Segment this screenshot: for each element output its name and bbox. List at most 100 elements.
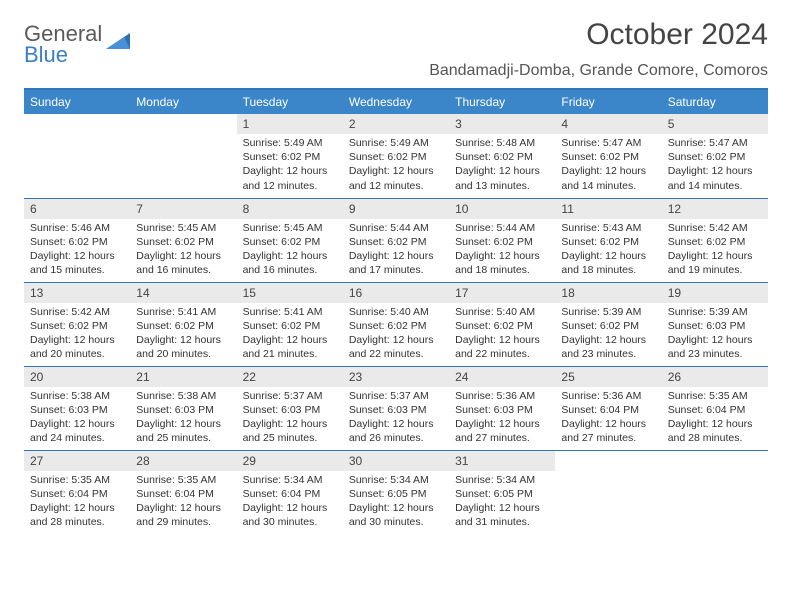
calendar-cell: 5Sunrise: 5:47 AMSunset: 6:02 PMDaylight… xyxy=(662,114,768,198)
day-number: 10 xyxy=(449,199,555,219)
calendar-cell: .. xyxy=(24,114,130,198)
day-data: Sunrise: 5:35 AMSunset: 6:04 PMDaylight:… xyxy=(130,471,236,534)
day-data: Sunrise: 5:38 AMSunset: 6:03 PMDaylight:… xyxy=(24,387,130,450)
brand-text: General Blue xyxy=(24,24,102,66)
calendar-cell: .. xyxy=(555,450,661,534)
day-number: 17 xyxy=(449,283,555,303)
calendar-cell: 26Sunrise: 5:35 AMSunset: 6:04 PMDayligh… xyxy=(662,366,768,450)
calendar-cell: 29Sunrise: 5:34 AMSunset: 6:04 PMDayligh… xyxy=(237,450,343,534)
calendar-cell: 31Sunrise: 5:34 AMSunset: 6:05 PMDayligh… xyxy=(449,450,555,534)
day-data: Sunrise: 5:35 AMSunset: 6:04 PMDaylight:… xyxy=(662,387,768,450)
calendar-cell: .. xyxy=(662,450,768,534)
calendar-cell: 22Sunrise: 5:37 AMSunset: 6:03 PMDayligh… xyxy=(237,366,343,450)
calendar-row: ....1Sunrise: 5:49 AMSunset: 6:02 PMDayl… xyxy=(24,114,768,198)
day-number: 3 xyxy=(449,114,555,134)
day-number: 12 xyxy=(662,199,768,219)
calendar-cell: 30Sunrise: 5:34 AMSunset: 6:05 PMDayligh… xyxy=(343,450,449,534)
calendar-table: SundayMondayTuesdayWednesdayThursdayFrid… xyxy=(24,88,768,534)
calendar-cell: 17Sunrise: 5:40 AMSunset: 6:02 PMDayligh… xyxy=(449,282,555,366)
day-data: Sunrise: 5:47 AMSunset: 6:02 PMDaylight:… xyxy=(555,134,661,197)
day-data: Sunrise: 5:47 AMSunset: 6:02 PMDaylight:… xyxy=(662,134,768,197)
day-number: 5 xyxy=(662,114,768,134)
weekday-header: Sunday xyxy=(24,89,130,114)
day-number: 30 xyxy=(343,451,449,471)
day-data: Sunrise: 5:41 AMSunset: 6:02 PMDaylight:… xyxy=(130,303,236,366)
day-data: Sunrise: 5:34 AMSunset: 6:04 PMDaylight:… xyxy=(237,471,343,534)
day-data: Sunrise: 5:37 AMSunset: 6:03 PMDaylight:… xyxy=(343,387,449,450)
day-data: Sunrise: 5:39 AMSunset: 6:02 PMDaylight:… xyxy=(555,303,661,366)
calendar-cell: 7Sunrise: 5:45 AMSunset: 6:02 PMDaylight… xyxy=(130,198,236,282)
day-number: 13 xyxy=(24,283,130,303)
day-data: Sunrise: 5:40 AMSunset: 6:02 PMDaylight:… xyxy=(449,303,555,366)
calendar-cell: 12Sunrise: 5:42 AMSunset: 6:02 PMDayligh… xyxy=(662,198,768,282)
calendar-row: 27Sunrise: 5:35 AMSunset: 6:04 PMDayligh… xyxy=(24,450,768,534)
day-number: 27 xyxy=(24,451,130,471)
calendar-cell: 6Sunrise: 5:46 AMSunset: 6:02 PMDaylight… xyxy=(24,198,130,282)
day-number: 25 xyxy=(555,367,661,387)
calendar-cell: 10Sunrise: 5:44 AMSunset: 6:02 PMDayligh… xyxy=(449,198,555,282)
day-number: 20 xyxy=(24,367,130,387)
calendar-cell: .. xyxy=(130,114,236,198)
weekday-header: Tuesday xyxy=(237,89,343,114)
calendar-row: 20Sunrise: 5:38 AMSunset: 6:03 PMDayligh… xyxy=(24,366,768,450)
calendar-cell: 24Sunrise: 5:36 AMSunset: 6:03 PMDayligh… xyxy=(449,366,555,450)
calendar-cell: 23Sunrise: 5:37 AMSunset: 6:03 PMDayligh… xyxy=(343,366,449,450)
calendar-cell: 13Sunrise: 5:42 AMSunset: 6:02 PMDayligh… xyxy=(24,282,130,366)
day-data: Sunrise: 5:41 AMSunset: 6:02 PMDaylight:… xyxy=(237,303,343,366)
weekday-header: Friday xyxy=(555,89,661,114)
calendar-cell: 20Sunrise: 5:38 AMSunset: 6:03 PMDayligh… xyxy=(24,366,130,450)
day-data: Sunrise: 5:34 AMSunset: 6:05 PMDaylight:… xyxy=(449,471,555,534)
weekday-header: Wednesday xyxy=(343,89,449,114)
calendar-cell: 21Sunrise: 5:38 AMSunset: 6:03 PMDayligh… xyxy=(130,366,236,450)
day-number: 2 xyxy=(343,114,449,134)
day-number: 28 xyxy=(130,451,236,471)
day-data: Sunrise: 5:48 AMSunset: 6:02 PMDaylight:… xyxy=(449,134,555,197)
day-number: 11 xyxy=(555,199,661,219)
day-number: 9 xyxy=(343,199,449,219)
day-data: Sunrise: 5:40 AMSunset: 6:02 PMDaylight:… xyxy=(343,303,449,366)
day-number: 14 xyxy=(130,283,236,303)
calendar-cell: 11Sunrise: 5:43 AMSunset: 6:02 PMDayligh… xyxy=(555,198,661,282)
day-data: Sunrise: 5:49 AMSunset: 6:02 PMDaylight:… xyxy=(237,134,343,197)
day-number: 29 xyxy=(237,451,343,471)
calendar-cell: 15Sunrise: 5:41 AMSunset: 6:02 PMDayligh… xyxy=(237,282,343,366)
calendar-cell: 16Sunrise: 5:40 AMSunset: 6:02 PMDayligh… xyxy=(343,282,449,366)
calendar-row: 13Sunrise: 5:42 AMSunset: 6:02 PMDayligh… xyxy=(24,282,768,366)
day-number: 23 xyxy=(343,367,449,387)
day-number: 21 xyxy=(130,367,236,387)
day-data: Sunrise: 5:42 AMSunset: 6:02 PMDaylight:… xyxy=(662,219,768,282)
day-data: Sunrise: 5:35 AMSunset: 6:04 PMDaylight:… xyxy=(24,471,130,534)
day-number: 22 xyxy=(237,367,343,387)
page-header: General Blue October 2024 Bandamadji-Dom… xyxy=(24,18,768,80)
day-number: 31 xyxy=(449,451,555,471)
weekday-header: Saturday xyxy=(662,89,768,114)
brand-word2: Blue xyxy=(24,42,68,67)
day-number: 18 xyxy=(555,283,661,303)
calendar-cell: 8Sunrise: 5:45 AMSunset: 6:02 PMDaylight… xyxy=(237,198,343,282)
calendar-cell: 27Sunrise: 5:35 AMSunset: 6:04 PMDayligh… xyxy=(24,450,130,534)
calendar-cell: 18Sunrise: 5:39 AMSunset: 6:02 PMDayligh… xyxy=(555,282,661,366)
day-data: Sunrise: 5:43 AMSunset: 6:02 PMDaylight:… xyxy=(555,219,661,282)
title-block: October 2024 Bandamadji-Domba, Grande Co… xyxy=(429,18,768,80)
day-data: Sunrise: 5:44 AMSunset: 6:02 PMDaylight:… xyxy=(449,219,555,282)
day-data: Sunrise: 5:39 AMSunset: 6:03 PMDaylight:… xyxy=(662,303,768,366)
day-data: Sunrise: 5:45 AMSunset: 6:02 PMDaylight:… xyxy=(130,219,236,282)
day-number: 19 xyxy=(662,283,768,303)
day-data: Sunrise: 5:42 AMSunset: 6:02 PMDaylight:… xyxy=(24,303,130,366)
brand-logo: General Blue xyxy=(24,24,134,66)
calendar-cell: 25Sunrise: 5:36 AMSunset: 6:04 PMDayligh… xyxy=(555,366,661,450)
calendar-row: 6Sunrise: 5:46 AMSunset: 6:02 PMDaylight… xyxy=(24,198,768,282)
calendar-head: SundayMondayTuesdayWednesdayThursdayFrid… xyxy=(24,89,768,114)
day-data: Sunrise: 5:46 AMSunset: 6:02 PMDaylight:… xyxy=(24,219,130,282)
day-data: Sunrise: 5:36 AMSunset: 6:04 PMDaylight:… xyxy=(555,387,661,450)
day-number: 1 xyxy=(237,114,343,134)
calendar-cell: 4Sunrise: 5:47 AMSunset: 6:02 PMDaylight… xyxy=(555,114,661,198)
calendar-body: ....1Sunrise: 5:49 AMSunset: 6:02 PMDayl… xyxy=(24,114,768,534)
calendar-cell: 3Sunrise: 5:48 AMSunset: 6:02 PMDaylight… xyxy=(449,114,555,198)
day-number: 6 xyxy=(24,199,130,219)
day-data: Sunrise: 5:34 AMSunset: 6:05 PMDaylight:… xyxy=(343,471,449,534)
day-data: Sunrise: 5:44 AMSunset: 6:02 PMDaylight:… xyxy=(343,219,449,282)
calendar-cell: 28Sunrise: 5:35 AMSunset: 6:04 PMDayligh… xyxy=(130,450,236,534)
day-data: Sunrise: 5:49 AMSunset: 6:02 PMDaylight:… xyxy=(343,134,449,197)
day-data: Sunrise: 5:38 AMSunset: 6:03 PMDaylight:… xyxy=(130,387,236,450)
